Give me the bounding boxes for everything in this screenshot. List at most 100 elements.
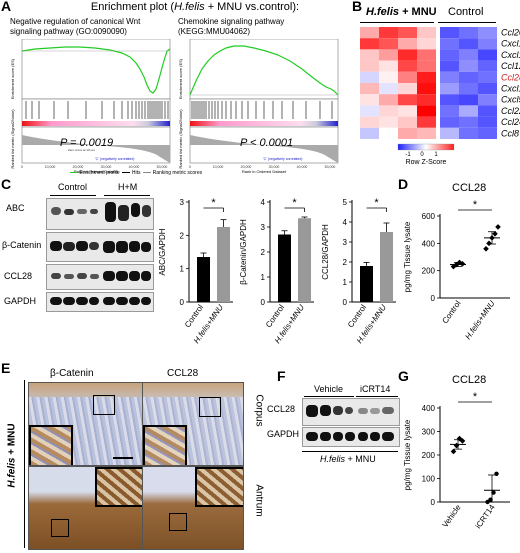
heatmap-cell [398, 60, 417, 72]
significance-star: * [374, 197, 379, 209]
panel-label-b: B [352, 0, 363, 14]
heatmap-cell [440, 71, 459, 83]
heatmap-cell [398, 38, 417, 50]
histo-inset [143, 425, 187, 465]
blot-abc [46, 198, 154, 230]
y-tick-label: 400 [422, 404, 436, 413]
gsea-chemokine-xtick: 50,000 [325, 165, 336, 169]
histo-select-box [169, 513, 187, 531]
histo-col-ccl28: CCL28 [167, 368, 199, 379]
gsea-chemokine-xtick: 30,000 [269, 165, 280, 169]
data-point [483, 246, 489, 252]
y-axis-label: ABC/GAPDH [158, 228, 167, 275]
gsea-plot-chemokine: Chemokine signaling pathway (KEGG:MMU040… [178, 17, 341, 175]
gsea-chemokine-xtick: 0 [189, 165, 191, 169]
y-tick-label: 200 [422, 267, 436, 276]
heatmap-cell [440, 38, 459, 50]
heatmap-cell [478, 71, 497, 83]
blot-f-ccl28 [302, 398, 400, 426]
y-tick-label: 0 [431, 498, 436, 507]
zscore-tick: 1 [434, 152, 438, 158]
gsea-wnt-xlabel: Rank in Ordered Dataset [74, 169, 119, 174]
significance-star: * [292, 197, 297, 209]
heatmap-cell [379, 127, 398, 139]
heatmap-cell [478, 83, 497, 95]
gsea-wnt-hits [25, 101, 169, 119]
heatmap-cell [360, 94, 379, 106]
y-tick-label: 600 [422, 212, 436, 221]
heatmap-cell [478, 105, 497, 117]
heatmap-cell [398, 94, 417, 106]
blot-f-label-ccl28: CCL28 [267, 404, 296, 414]
legend-hits: Hits [131, 170, 141, 176]
legend-metric-swatch [143, 172, 152, 174]
legend-hits-swatch [122, 172, 131, 174]
heatmap-cell [417, 38, 436, 50]
heatmap-gene-label: Cxcl14 [501, 84, 520, 94]
zscore-tick: -1 [405, 152, 411, 158]
heatmap-cell [379, 49, 398, 61]
gsea-wnt-svg: Enrichment score (ES) Ranked list metric… [10, 39, 171, 174]
histo-select-box [51, 519, 69, 537]
heatmap-gene-label: Cxcl1 [501, 50, 520, 60]
y-tick-label: 2 [180, 231, 185, 240]
y-tick-label: 200 [422, 451, 436, 460]
panel-label-c: C [1, 176, 12, 192]
blot-c-label-gapdh: GAPDH [4, 296, 37, 306]
bar [360, 266, 373, 302]
heatmap-cell [379, 116, 398, 128]
heatmap-cell [440, 116, 459, 128]
significance-star: * [211, 197, 216, 209]
x-tick-label: Vehicle [440, 503, 462, 530]
data-point [485, 499, 490, 505]
panel-label-e: E [1, 360, 11, 376]
y-tick-label: 0 [431, 294, 436, 303]
histo-side-label: H.felis + MNU [6, 423, 18, 488]
heatmap-gene-label: Ccl8 [501, 128, 519, 138]
heatmap-cell [478, 94, 497, 106]
heatmap-cell [440, 49, 459, 61]
data-point [492, 230, 498, 237]
dot-plot-g: 0 100 200 300 400 pg/mg Tissue lysate Vehicle i… [403, 391, 510, 530]
gsea-pathway-name-chemokine: Chemokine signaling pathway (KEGG:MMU040… [178, 17, 285, 36]
blot-c-label-bcat: β-Catenin [2, 240, 42, 250]
histo-bcatenin-antrum [28, 466, 143, 550]
zscore-colorbar [397, 143, 455, 151]
heatmap-cell [417, 94, 436, 106]
blot-ccl28 [46, 264, 154, 290]
blot-f-gapdh [302, 427, 400, 447]
zscore-tick: 0 [420, 152, 424, 158]
heatmap-cell [398, 49, 417, 61]
gsea-chemokine-xtick: 10,000 [213, 165, 224, 169]
heatmap-gene-label: Ccl22 [501, 106, 520, 116]
histo-side-line [24, 380, 25, 548]
gsea-chemokine-xlabel: Rank in Ordered Dataset [242, 169, 287, 174]
heatmap-cell [440, 105, 459, 117]
histo-ccl28-antrum [142, 466, 244, 550]
significance-star: * [473, 199, 478, 211]
panel-g-title: CCL28 [452, 374, 487, 386]
legend-metric: Ranking metric scores [152, 170, 203, 176]
blot-f-label-gapdh: GAPDH [267, 429, 300, 439]
bar [298, 218, 311, 302]
gsea-chemokine-xtick: 40,000 [297, 165, 308, 169]
y-tick-label: 1 [180, 265, 185, 274]
heatmap-col-left-line [360, 22, 434, 23]
heatmap-col-right-line [438, 22, 496, 23]
heatmap-cell [440, 127, 459, 139]
legend-profile: Enrichment profile [79, 170, 120, 176]
gsea-wnt-profile [21, 46, 171, 94]
heatmap-cell [360, 83, 379, 95]
heatmap-cell [459, 94, 478, 106]
y-axis-label: CCL28/GAPDH [321, 224, 330, 280]
panel-label-g: G [398, 368, 409, 384]
heatmap-cell [478, 27, 497, 39]
heatmap-cell [398, 127, 417, 139]
scale-bar [113, 457, 133, 459]
heatmap-cell [360, 105, 379, 117]
gsea-chemokine-ylabel-top: Enrichment score (ES) [178, 58, 183, 99]
heatmap-cell [360, 49, 379, 61]
data-point [453, 442, 460, 449]
heatmap-cell [398, 27, 417, 39]
bar [217, 227, 230, 302]
